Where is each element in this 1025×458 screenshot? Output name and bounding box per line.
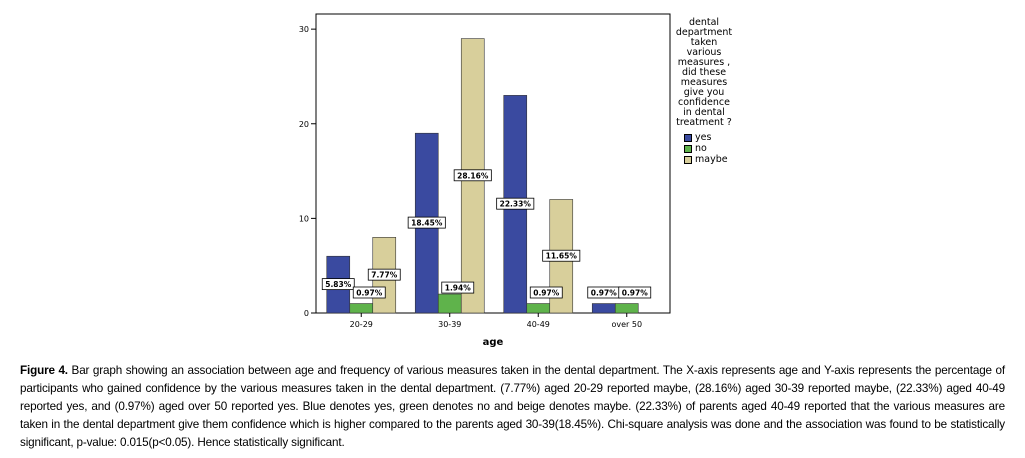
data-label: 7.77% [367, 268, 401, 281]
data-label-box [618, 286, 652, 299]
figure-caption: Figure 4. Bar graph showing an associati… [20, 362, 1005, 452]
x-axis-label: age [483, 337, 504, 348]
data-label: 1.94% [441, 281, 475, 294]
data-label-text: 0.97% [533, 289, 560, 298]
data-label-box [542, 249, 581, 262]
data-label-text: 22.33% [500, 200, 532, 209]
data-label: 0.97% [352, 286, 386, 299]
data-label-text: 11.65% [546, 252, 578, 261]
bar-no-40-49 [526, 303, 551, 314]
x-tick-label: 30-39 [438, 320, 461, 329]
data-label-text: 18.45% [411, 219, 443, 228]
y-tick-label: 10 [299, 214, 309, 223]
data-label: 18.45% [407, 216, 446, 229]
bar-no-over-50 [614, 303, 639, 314]
legend-label: no [695, 142, 707, 154]
legend-title-line: various [686, 47, 722, 58]
legend-title-line: treatment ? [676, 117, 732, 128]
legend-swatch [684, 155, 692, 164]
bar-chart: 0 10 20 30 5.83% 0.97% 7.77% 18.45% 1.94% 28.16%… [299, 13, 671, 348]
data-label: 0.97% [587, 286, 621, 299]
legend: dental department taken various measures , di… [664, 18, 744, 165]
data-label-text: 1.94% [445, 284, 472, 293]
x-tick-label: 20-29 [350, 320, 373, 329]
x-tick-label: over 50 [611, 320, 642, 329]
data-label-box [441, 281, 475, 294]
legend-title: dental department taken various measures , di… [664, 18, 744, 128]
data-label-box [352, 286, 386, 299]
legend-swatch [684, 144, 692, 153]
data-label-text: 0.97% [591, 289, 618, 298]
data-label: 5.83% [321, 278, 355, 291]
data-label-box [496, 197, 535, 210]
legend-title-line: in dental [683, 107, 725, 118]
data-label-box [453, 169, 492, 182]
legend-title-line: measures [680, 77, 728, 88]
data-label: 0.97% [529, 286, 563, 299]
data-label-box [529, 286, 563, 299]
data-label: 28.16% [453, 169, 492, 182]
y-tick-label: 0 [304, 309, 309, 318]
legend-title-line: taken [690, 37, 718, 48]
y-tick-label: 20 [299, 120, 309, 129]
data-label-box [367, 268, 401, 281]
data-label-text: 0.97% [622, 289, 649, 298]
legend-item-maybe: maybe [684, 154, 744, 165]
caption-label: Figure 4. [20, 364, 68, 377]
data-label: 11.65% [542, 249, 581, 262]
legend-title-line: dental [688, 17, 720, 28]
data-label-box [321, 278, 355, 291]
caption-text: Bar graph showing an association between… [20, 364, 1005, 449]
legend-title-line: give you [683, 87, 725, 98]
plot-area [315, 13, 671, 314]
legend-title-line: confidence [677, 97, 730, 108]
data-label: 0.97% [618, 286, 652, 299]
legend-items: yes no maybe [684, 132, 744, 165]
legend-item-yes: yes [684, 132, 744, 143]
legend-label: yes [695, 131, 712, 143]
legend-label: maybe [695, 153, 728, 165]
legend-swatch [684, 133, 692, 142]
bar-no-30-39 [437, 293, 462, 314]
y-tick-label: 30 [299, 25, 309, 34]
legend-item-no: no [684, 143, 744, 154]
data-label-text: 7.77% [371, 271, 398, 280]
legend-title-line: measures , [677, 57, 731, 68]
data-label: 22.33% [496, 197, 535, 210]
legend-title-line: department [675, 27, 733, 38]
legend-title-line: did these [681, 67, 727, 78]
data-label-text: 5.83% [325, 280, 352, 289]
bar-yes-over-50 [591, 303, 616, 314]
bars: 5.83% 0.97% 7.77% 18.45% 1.94% 28.16% 22.33% 0.… [321, 38, 652, 314]
bar-no-20-29 [349, 303, 374, 314]
x-tick-label: 40-49 [527, 320, 550, 329]
data-label-text: 0.97% [356, 289, 383, 298]
data-label-box [407, 216, 446, 229]
data-label-text: 28.16% [457, 171, 489, 180]
x-axis: 20-29 30-39 40-49 over 50 [350, 313, 642, 329]
y-axis: 0 10 20 30 [299, 25, 316, 318]
